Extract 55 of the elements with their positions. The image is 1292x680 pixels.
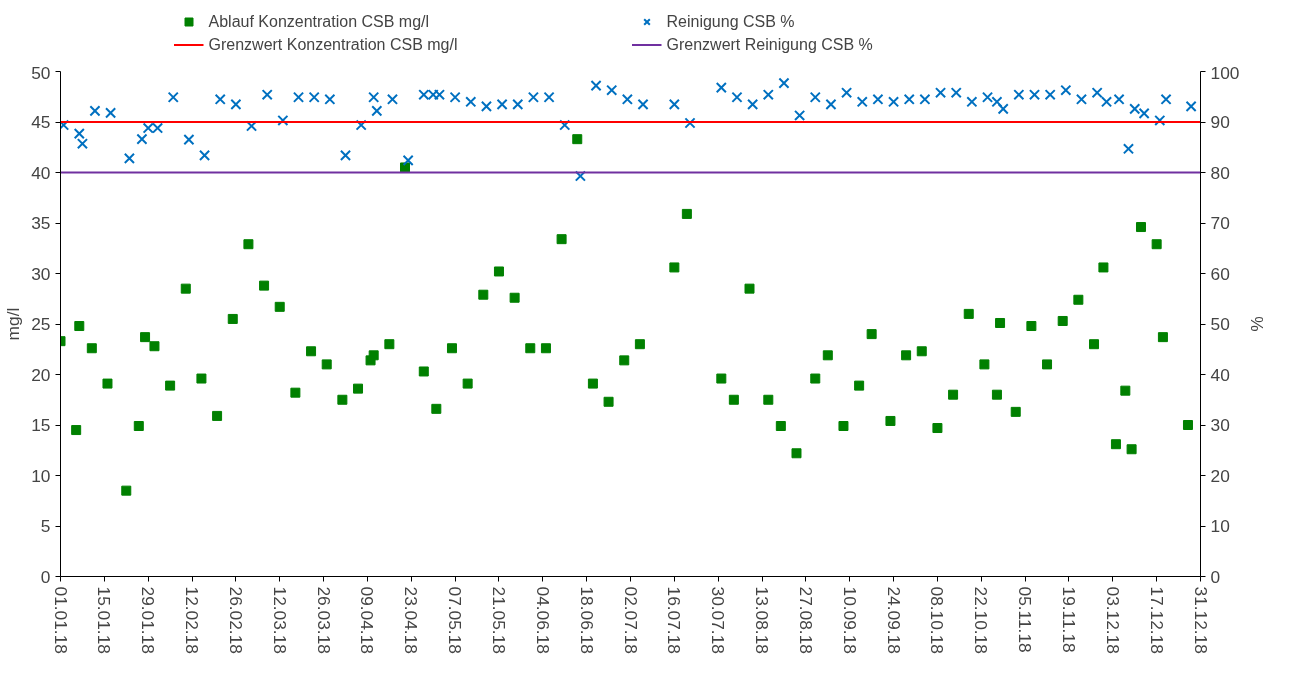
x-tick-label: 12.02.18 (182, 586, 203, 654)
legend-label: Grenzwert Reinigung CSB % (666, 35, 874, 54)
y2-tick-label: 30 (1210, 415, 1230, 435)
x-tick-label: 13.08.18 (752, 586, 773, 654)
x-tick-label: 08.10.18 (927, 586, 948, 654)
x-tick-label: 02.07.18 (620, 586, 641, 654)
y2-tick-label: 50 (1210, 314, 1230, 334)
y2-tick-label: 80 (1210, 162, 1230, 183)
legend-label: Grenzwert Konzentration CSB mg/l (208, 35, 459, 54)
y-tick-label: 20 (31, 364, 51, 385)
x-tick-label: 04.06.18 (532, 586, 553, 654)
x-tick-label: 17.12.18 (1146, 586, 1167, 654)
y-tick-label: 35 (31, 213, 51, 233)
x-tick-label: 12.03.18 (269, 586, 290, 654)
y2-tick-label: 20 (1210, 465, 1230, 486)
y2-tick-label: 40 (1210, 364, 1230, 385)
x-tick-label: 21.05.18 (488, 586, 509, 654)
x-tick-label: 23.04.18 (401, 586, 422, 654)
y-tick-label: 0 (40, 566, 51, 587)
x-tick-label: 18.06.18 (576, 586, 597, 654)
x-tick-label: 31.12.18 (1190, 586, 1211, 654)
y-tick-label: 15 (31, 415, 51, 435)
y2-tick-label: 0 (1210, 566, 1221, 587)
y2-tick-label: 100 (1210, 62, 1240, 83)
x-tick-label: 29.01.18 (138, 586, 159, 654)
x-tick-label: 22.10.18 (971, 586, 992, 654)
y2-tick-label: 70 (1210, 213, 1230, 233)
x-tick-label: 16.07.18 (664, 586, 685, 654)
x-tick-label: 26.03.18 (313, 586, 334, 654)
x-tick-label: 09.04.18 (357, 586, 378, 654)
y2-tick-label: 10 (1210, 516, 1230, 536)
x-tick-label: 05.11.18 (1015, 586, 1036, 653)
y-axis-title: mg/l (3, 307, 24, 341)
x-tick-label: 26.02.18 (225, 586, 246, 654)
x-tick-label: 15.01.18 (94, 586, 115, 654)
legend-label: Ablauf Konzentration CSB mg/l (208, 12, 431, 31)
y2-tick-label: 60 (1210, 263, 1230, 284)
legend-label: Reinigung CSB % (666, 12, 796, 31)
y-tick-label: 40 (31, 162, 51, 183)
x-tick-label: 03.12.18 (1102, 586, 1123, 654)
y-tick-label: 25 (31, 314, 51, 334)
x-tick-label: 07.05.18 (445, 586, 466, 654)
x-tick-label: 27.08.18 (795, 586, 816, 654)
x-tick-label: 10.09.18 (839, 586, 860, 654)
y-tick-label: 50 (31, 62, 51, 83)
y-tick-label: 45 (31, 112, 51, 132)
y-tick-label: 10 (31, 465, 51, 486)
x-tick-label: 01.01.18 (50, 586, 71, 654)
x-tick-label: 19.11.18 (1058, 586, 1079, 653)
y-tick-label: 30 (31, 263, 51, 284)
x-tick-label: 30.07.18 (708, 586, 729, 654)
y2-tick-label: 90 (1210, 112, 1230, 132)
x-tick-label: 24.09.18 (883, 586, 904, 654)
y-tick-label: 5 (40, 516, 51, 536)
y2-axis-title: % (1247, 316, 1268, 332)
